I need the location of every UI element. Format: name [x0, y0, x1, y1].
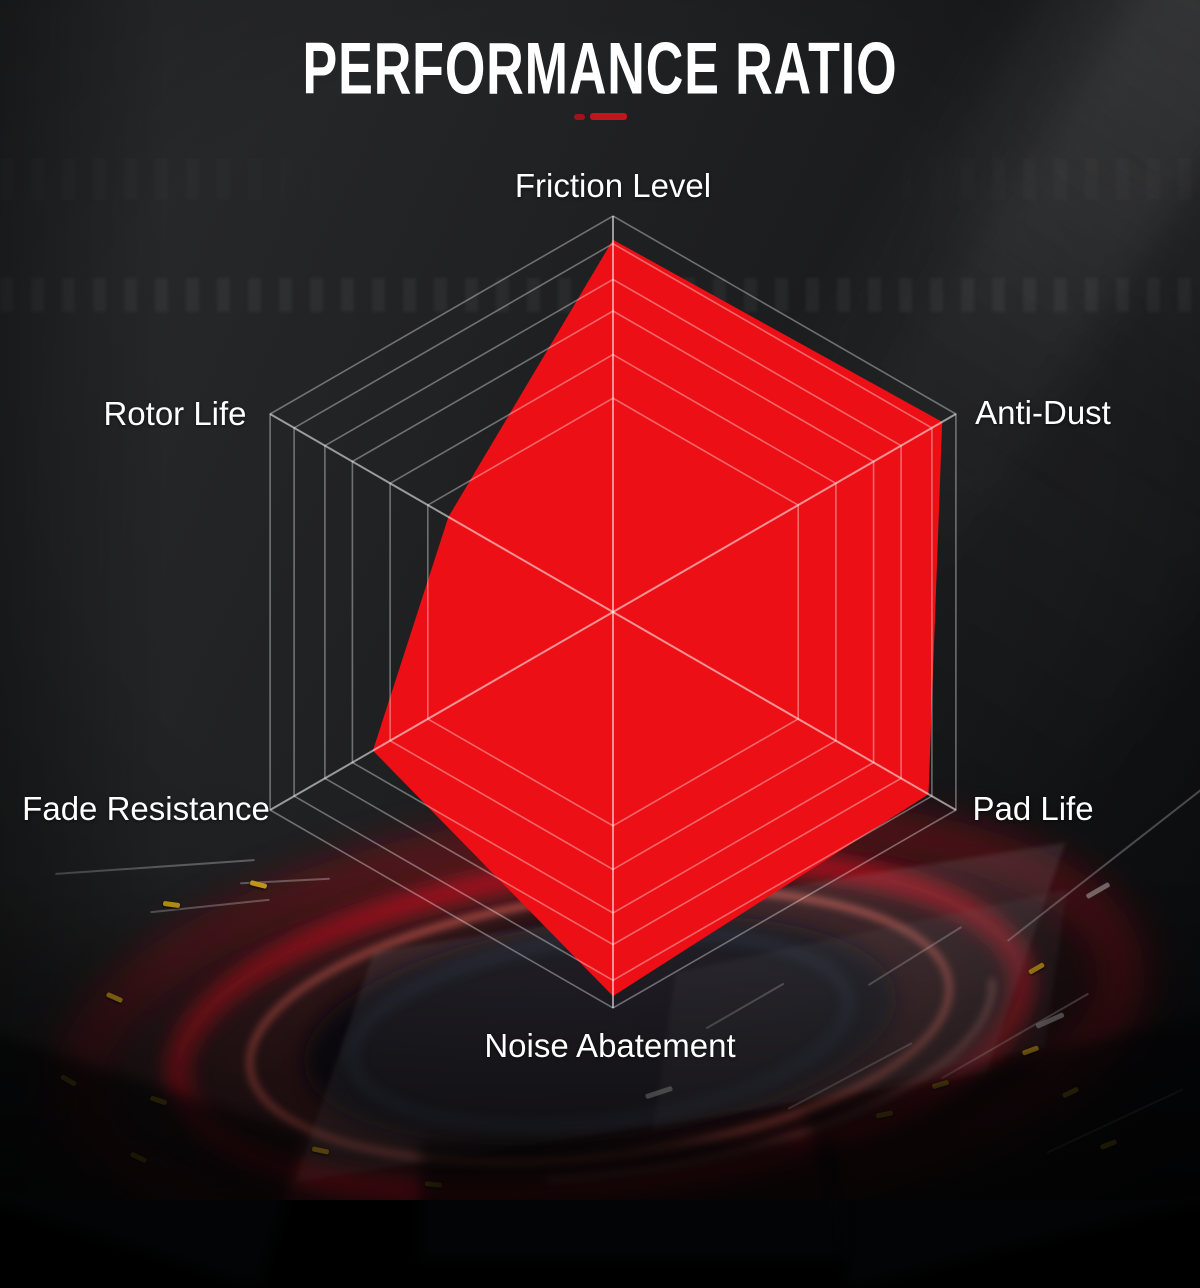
page: { "title": "PERFORMANCE RATIO", "decorat…: [0, 0, 1200, 1200]
radar-spoke: [612, 413, 957, 613]
radar-spoke: [269, 611, 614, 811]
radar-chart: [269, 215, 957, 1009]
axis-label-pad-life: Pad Life: [972, 790, 1094, 827]
page-title: PERFORMANCE RATIO: [302, 28, 898, 111]
radar-data-polygon: [372, 239, 943, 997]
axis-label-friction-level: Friction Level: [514, 167, 712, 204]
header: PERFORMANCE RATIO: [0, 29, 1200, 110]
axis-label-anti-dust: Anti-Dust: [975, 394, 1111, 431]
title-dash-long: [589, 113, 627, 120]
axis-label-rotor-life: Rotor Life: [103, 395, 247, 432]
radar-spoke: [612, 611, 957, 811]
title-dash-short: [573, 113, 585, 120]
title-underline: [0, 113, 1200, 120]
axis-label-noise-abatement: Noise Abatement: [484, 1027, 736, 1064]
radar-spoke: [269, 413, 614, 613]
axis-label-fade-resistance: Fade Resistance: [22, 790, 270, 827]
